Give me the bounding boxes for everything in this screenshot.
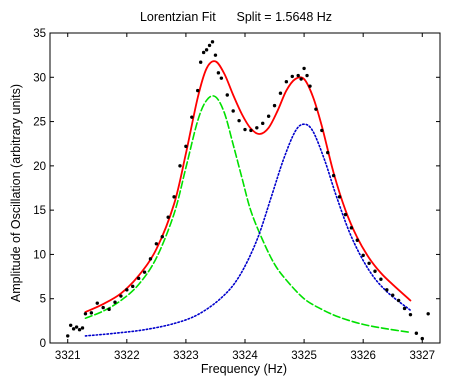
data-point <box>119 294 123 298</box>
y-tick-label: 20 <box>33 161 46 173</box>
data-point <box>373 269 377 273</box>
data-point <box>154 242 159 246</box>
data-point <box>255 126 259 130</box>
data-point <box>402 306 407 311</box>
data-point <box>302 66 306 71</box>
data-point <box>337 195 342 199</box>
data-point <box>331 173 336 178</box>
data-point <box>379 277 383 281</box>
x-tick-label: 3323 <box>173 350 199 362</box>
data-point <box>207 43 212 48</box>
y-tick-label: 10 <box>33 249 46 261</box>
data-point <box>178 164 182 168</box>
x-tick-label: 3326 <box>350 350 376 362</box>
data-point <box>204 48 209 52</box>
data-point <box>243 127 247 132</box>
data-point <box>196 88 200 93</box>
data-point <box>125 288 129 292</box>
data-point <box>95 301 99 305</box>
data-point <box>385 288 389 292</box>
data-point <box>71 327 76 331</box>
y-tick-label: 15 <box>33 205 46 217</box>
y-tick-label: 30 <box>33 72 46 84</box>
data-point <box>237 118 241 123</box>
y-tick-label: 5 <box>40 294 46 306</box>
data-point <box>74 325 79 329</box>
data-point <box>420 336 424 341</box>
y-tick-label: 35 <box>33 28 46 40</box>
data-point <box>296 73 300 78</box>
data-point <box>343 212 348 217</box>
chart-title: Lorentzian Fit Split = 1.5648 Hz <box>140 10 332 24</box>
data-point <box>83 312 88 316</box>
data-point <box>408 312 413 317</box>
data-point <box>216 71 221 75</box>
data-point <box>184 144 188 149</box>
data-point <box>77 328 82 332</box>
data-point <box>80 326 85 330</box>
data-point <box>290 74 294 79</box>
y-axis-label: Amplitude of Oscillation (arbitrary unit… <box>9 84 23 302</box>
second-peak-line <box>84 123 412 337</box>
data-point <box>314 107 318 111</box>
data-point <box>190 115 194 119</box>
data-point <box>107 307 111 312</box>
axis-ticks: 3321 3322 3323 3324 3325 3326 3327 0 5 10 15 20 25 30… <box>33 28 440 362</box>
data-point <box>166 215 170 219</box>
x-tick-label: 3322 <box>114 350 140 362</box>
data-point <box>367 261 371 265</box>
data-point <box>89 311 94 315</box>
data-point <box>278 91 283 95</box>
data-point <box>198 60 203 64</box>
data-point <box>299 77 303 81</box>
y-tick-label: 0 <box>40 338 46 350</box>
data-point <box>426 312 430 316</box>
data-point <box>131 284 135 289</box>
data-point <box>349 226 354 230</box>
x-tick-label: 3321 <box>55 350 81 362</box>
data-point <box>231 109 235 113</box>
data-point <box>261 121 265 126</box>
data-point <box>66 334 70 338</box>
data-point <box>391 293 395 297</box>
data-point <box>113 300 117 304</box>
data-point <box>213 53 218 57</box>
data-point <box>284 80 289 84</box>
data-point <box>172 195 176 199</box>
data-point <box>305 73 309 78</box>
x-tick-label: 3324 <box>232 350 258 362</box>
data-point <box>219 76 224 80</box>
data-point <box>320 128 324 133</box>
x-axis-label: Frequency (Hz) <box>201 362 287 376</box>
plot-area <box>49 32 441 344</box>
data-point <box>225 93 229 97</box>
data-point <box>148 257 153 261</box>
data-point <box>210 40 215 44</box>
x-tick-label: 3327 <box>409 350 435 362</box>
data-point <box>266 114 271 118</box>
first-peak-line <box>84 95 412 334</box>
data-point <box>396 298 401 303</box>
data-point <box>142 270 147 274</box>
data-point <box>68 323 73 327</box>
y-tick-label: 25 <box>33 117 46 129</box>
data-point <box>326 150 330 155</box>
data-point <box>201 50 206 55</box>
data-point <box>414 331 419 335</box>
data-point <box>160 235 164 239</box>
x-tick-label: 3325 <box>291 350 317 362</box>
data-point <box>355 238 359 242</box>
combined-fit-line <box>84 60 412 313</box>
data-point <box>249 128 253 133</box>
data-point <box>136 276 141 281</box>
data-point <box>308 84 312 88</box>
data-point <box>272 103 277 108</box>
axes-box <box>49 32 441 344</box>
data-point <box>361 253 365 258</box>
data-point <box>101 305 105 310</box>
